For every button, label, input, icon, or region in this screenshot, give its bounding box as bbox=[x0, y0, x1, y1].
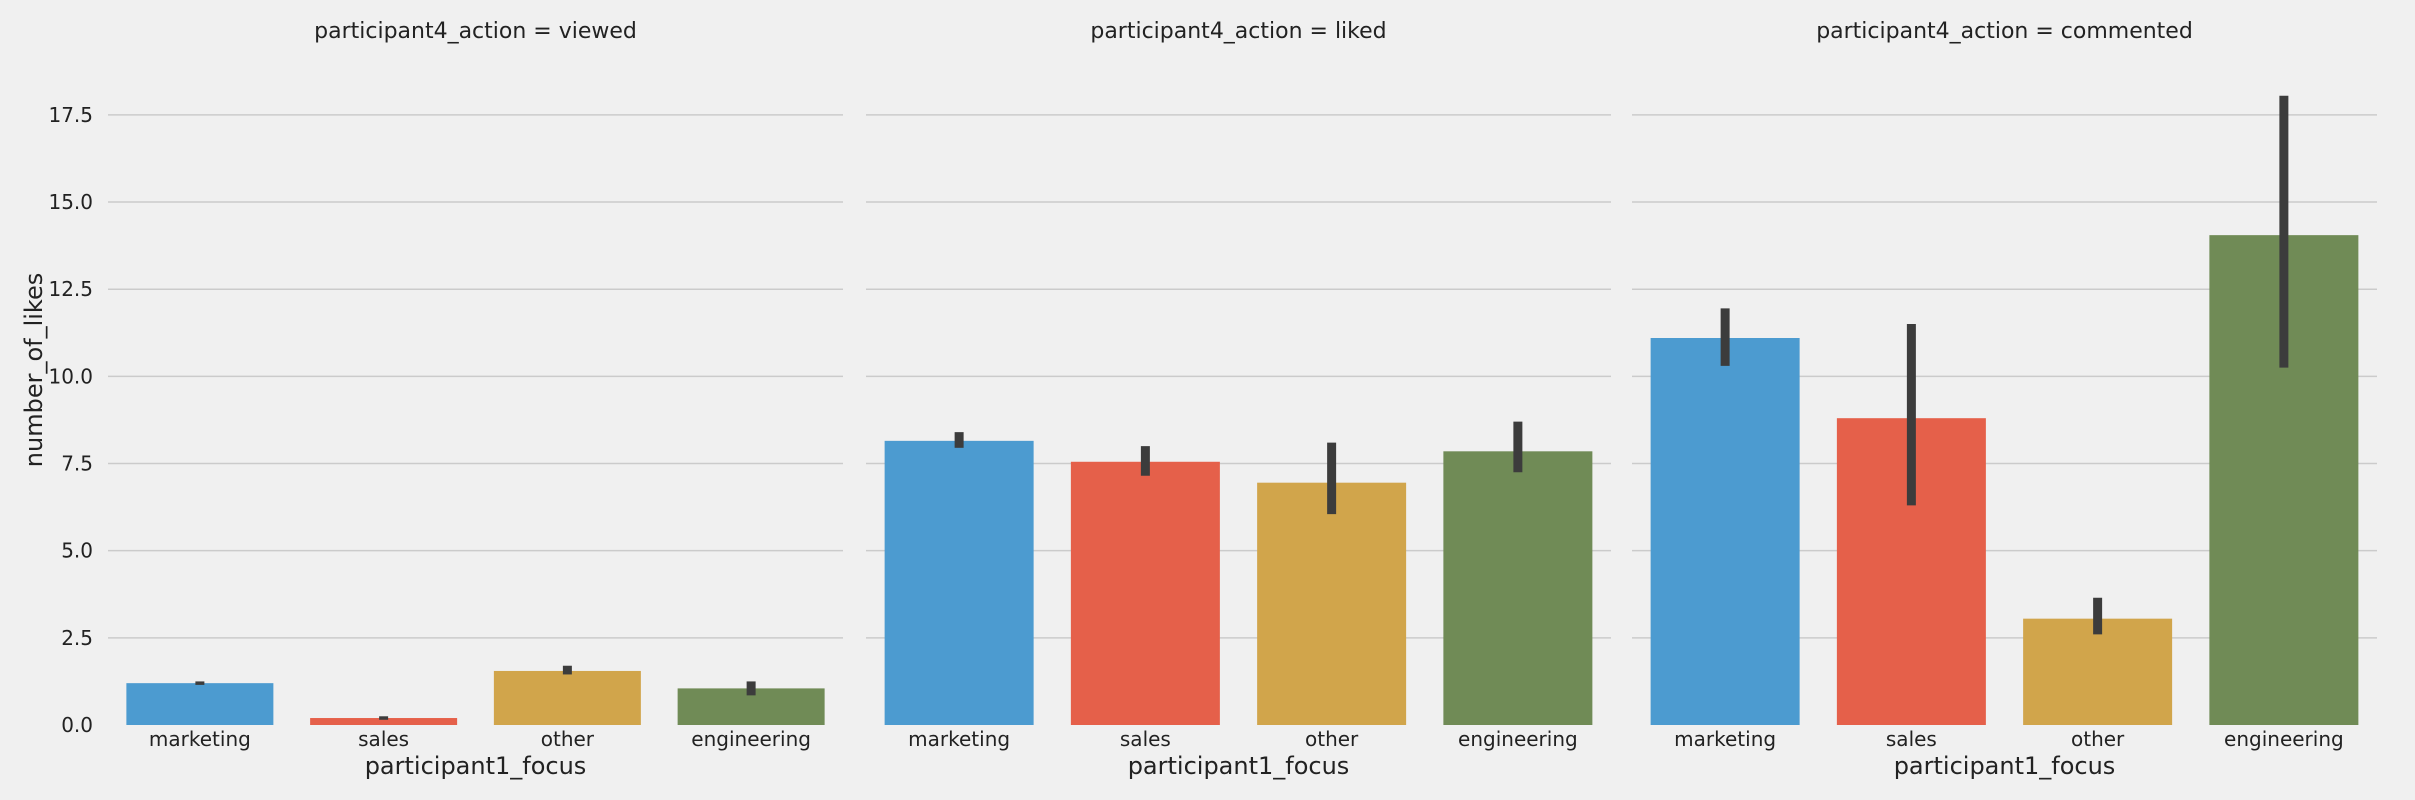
bar-other bbox=[2023, 618, 2173, 725]
x-tick-label: marketing bbox=[1674, 727, 1776, 751]
error-bar-layer bbox=[195, 95, 2289, 720]
x-tick-label: engineering bbox=[1458, 727, 1578, 751]
x-tick-label: engineering bbox=[2224, 727, 2344, 751]
x-tick-label: sales bbox=[358, 727, 409, 751]
x-tick-label: engineering bbox=[691, 727, 811, 751]
x-tick-label: sales bbox=[1886, 727, 1937, 751]
text-layer: 0.0 2.5 5.0 7.5 10.0 12.5 15.0 17.5 participant4… bbox=[48, 19, 2343, 780]
bar-marketing bbox=[884, 440, 1034, 725]
y-tick-label: 2.5 bbox=[61, 626, 93, 650]
y-tick-label: 0.0 bbox=[61, 713, 93, 737]
x-tick-label: other bbox=[2071, 727, 2125, 751]
bar-marketing bbox=[126, 683, 274, 725]
x-tick-label: marketing bbox=[908, 727, 1010, 751]
x-tick-label: sales bbox=[1120, 727, 1171, 751]
x-axis-label: participant1_focus bbox=[1894, 752, 2116, 780]
x-tick-label: other bbox=[1305, 727, 1359, 751]
x-axis-label: participant1_focus bbox=[1128, 752, 1350, 780]
y-tick-label: 5.0 bbox=[61, 539, 93, 563]
panel-title: participant4_action = commented bbox=[1816, 19, 2193, 44]
panel-title: participant4_action = viewed bbox=[314, 19, 637, 44]
y-axis-label: number_of_likes bbox=[20, 273, 48, 467]
x-axis-label: participant1_focus bbox=[365, 752, 587, 780]
bar-engineering bbox=[1443, 451, 1593, 725]
y-tick-label: 7.5 bbox=[61, 452, 93, 476]
panel-title: participant4_action = liked bbox=[1090, 19, 1386, 44]
bar-sales bbox=[1070, 461, 1220, 725]
bar-marketing bbox=[1650, 338, 1800, 725]
y-tick-label: 10.0 bbox=[48, 364, 93, 388]
x-tick-label: other bbox=[541, 727, 595, 751]
bar-sales bbox=[310, 718, 458, 725]
y-tick-label: 15.0 bbox=[48, 190, 93, 214]
y-tick-label: 17.5 bbox=[48, 103, 93, 127]
bar-other bbox=[493, 670, 641, 725]
x-tick-label: marketing bbox=[149, 727, 251, 751]
y-tick-label: 12.5 bbox=[48, 277, 93, 301]
bar-other bbox=[1257, 482, 1407, 725]
